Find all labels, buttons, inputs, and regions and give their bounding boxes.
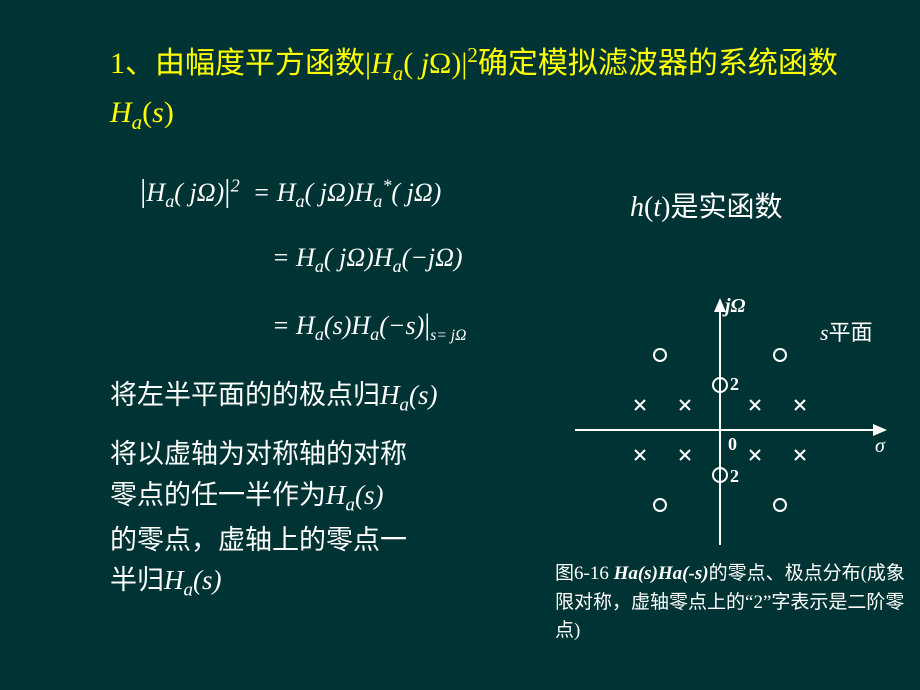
body1-text: 将左半平面的的极点归 xyxy=(110,380,380,410)
title-prefix: 1、由幅度平方函数 xyxy=(110,47,365,80)
diagram-caption: 图6-16 Ha(s)Ha(-s)的零点、极点分布(成象限对称，虚轴零点上的“2… xyxy=(555,560,905,646)
plane-label: s平面 xyxy=(820,320,873,345)
xaxis-label: σ xyxy=(875,435,886,457)
body2-l1: 将以虚轴为对称轴的对称 xyxy=(110,439,407,469)
formula-line-2: = Ha( jΩ)Ha(−jΩ) xyxy=(140,232,870,285)
zero-order-bottom: 2 xyxy=(730,466,739,486)
body-text-2: 将以虚轴为对称轴的对称 零点的任一半作为Ha(s) 的零点，虚轴上的零点一 半归… xyxy=(110,434,560,605)
zero-marker xyxy=(774,499,786,511)
zero-marker xyxy=(654,499,666,511)
body2-l4a: 半归 xyxy=(110,565,164,595)
title-math-2: Ha(s) xyxy=(110,96,174,129)
s-plane-diagram: jΩ σ s平面 0 2 2 xyxy=(560,280,900,560)
origin-label: 0 xyxy=(728,434,737,454)
zero-marker xyxy=(654,349,666,361)
caption-math: Ha(s)Ha(-s) xyxy=(614,563,709,584)
body2-l3: 的零点，虚轴上的零点一 xyxy=(110,525,407,555)
slide: 1、由幅度平方函数|Ha( jΩ)|2确定模拟滤波器的系统函数 Ha(s) |H… xyxy=(0,0,920,690)
body-text-1: 将左半平面的的极点归Ha(s) xyxy=(110,375,560,420)
title-math-1: |Ha( jΩ)|2 xyxy=(365,47,478,80)
slide-title: 1、由幅度平方函数|Ha( jΩ)|2确定模拟滤波器的系统函数 Ha(s) xyxy=(110,40,870,138)
caption-prefix: 图6-16 xyxy=(555,563,614,584)
body2-math-2: Ha(s) xyxy=(164,565,221,595)
body2-l2a: 零点的任一半作为 xyxy=(110,480,326,510)
caption-q: “2” xyxy=(745,592,771,613)
note-h-t-real: h(t)是实函数 xyxy=(630,185,782,225)
zero-order-top: 2 xyxy=(730,374,739,394)
body2-math-1: Ha(s) xyxy=(326,480,383,510)
zero-marker xyxy=(774,349,786,361)
body1-math: Ha(s) xyxy=(380,380,437,410)
yaxis-label: jΩ xyxy=(722,295,746,317)
title-mid: 确定模拟滤波器的系统函数 xyxy=(478,47,838,80)
